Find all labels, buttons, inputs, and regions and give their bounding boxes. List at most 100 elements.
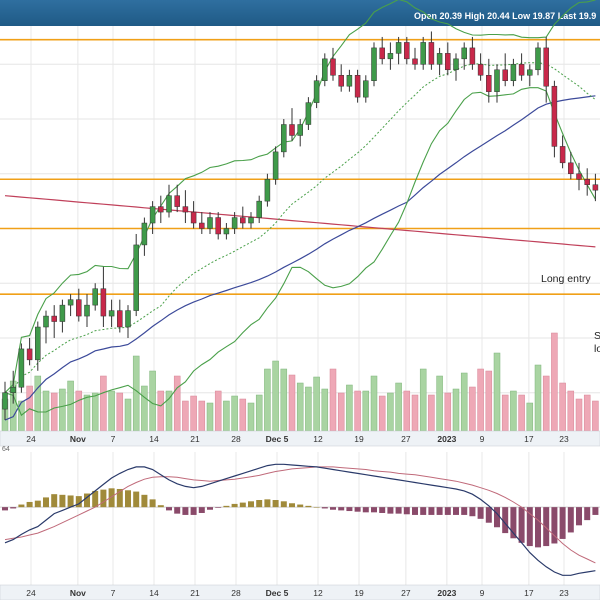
volume-bar xyxy=(157,390,165,432)
volume-bar xyxy=(378,395,386,432)
volume-bar xyxy=(592,400,599,432)
x-tick-label: 14 xyxy=(149,588,159,598)
candle-body xyxy=(461,47,467,60)
volume-bar xyxy=(436,375,443,432)
ma200-line xyxy=(4,195,596,248)
macd-histogram-bar xyxy=(289,503,295,508)
candle-body xyxy=(297,124,303,136)
macd-histogram-bar xyxy=(403,507,410,515)
volume-bar xyxy=(444,392,452,432)
volume-bar xyxy=(583,394,591,432)
macd-histogram-bar xyxy=(543,507,550,547)
x-tick-label: 27 xyxy=(401,588,411,598)
volume-bar xyxy=(387,392,394,432)
macd-histogram-bar xyxy=(2,507,8,511)
macd-histogram-bar xyxy=(371,507,377,513)
volume-bar xyxy=(321,388,329,432)
candle-body xyxy=(535,47,541,71)
candle-body xyxy=(289,124,295,136)
volume-bar xyxy=(173,375,181,432)
volume-bar xyxy=(411,394,419,432)
candle-body xyxy=(141,222,148,246)
long-entry-annotation: Long entry xyxy=(541,273,591,285)
volume-bar xyxy=(206,402,214,432)
volume-bar xyxy=(75,390,83,432)
candle-body xyxy=(313,80,320,103)
x-tick-label: 24 xyxy=(26,588,36,598)
macd-histogram-bar xyxy=(248,501,254,508)
volume-bar xyxy=(264,368,271,432)
candle-body xyxy=(158,206,164,213)
x-tick-label: 7 xyxy=(111,434,116,444)
macd-histogram-bar xyxy=(584,507,591,521)
volume-bar xyxy=(305,386,312,432)
open-value: 20.39 xyxy=(439,11,463,21)
volume-bar xyxy=(567,390,575,432)
macd-histogram-bar xyxy=(461,507,468,515)
x-tick-label: 19 xyxy=(354,434,364,444)
macd-histogram-bar xyxy=(84,493,90,508)
volume-bar xyxy=(362,390,370,432)
candle-body xyxy=(18,348,25,388)
candle-body xyxy=(338,75,344,87)
candle-body xyxy=(576,173,582,180)
ohlc-readout: Open 20.39 High 20.44 Low 19.87 Last 19.… xyxy=(414,11,596,21)
macd-histogram-bar xyxy=(305,505,312,508)
high-label: High xyxy=(464,11,485,21)
volume-bar xyxy=(100,375,107,432)
macd-histogram-bar xyxy=(469,507,476,517)
last-label: Last xyxy=(557,11,577,21)
volume-bar xyxy=(559,382,566,432)
macd-histogram-bar xyxy=(559,507,566,539)
x-tick-label: 12 xyxy=(313,588,323,598)
macd-histogram-bar xyxy=(223,505,230,508)
candle-body xyxy=(125,310,131,328)
macd-histogram-bar xyxy=(182,507,189,515)
volume-bar xyxy=(190,395,197,432)
candle-body xyxy=(272,151,279,180)
macd-histogram-bar xyxy=(535,507,541,548)
volume-bar xyxy=(485,370,493,432)
volume-bar xyxy=(428,394,435,432)
macd-histogram-bar xyxy=(34,500,41,508)
candle-body xyxy=(43,315,49,328)
volume-bar xyxy=(575,398,583,432)
candle-body xyxy=(59,304,66,322)
volume-bar xyxy=(329,368,337,432)
x-tick-label: 23 xyxy=(559,434,569,444)
candle-body xyxy=(436,53,443,65)
candle-body xyxy=(256,200,262,218)
macd-histogram-bar xyxy=(297,504,304,508)
macd-histogram-bar xyxy=(108,488,115,508)
volume-bar xyxy=(182,400,189,432)
candle-body xyxy=(568,162,574,175)
x-tick-label: 9 xyxy=(480,434,485,444)
volume-bar xyxy=(542,375,550,432)
last-value: 19.9 xyxy=(578,11,597,21)
candle-body xyxy=(420,42,426,65)
volume-bar xyxy=(165,390,173,432)
volume-bar xyxy=(272,360,279,432)
volume-bar xyxy=(67,380,74,432)
macd-histogram-bar xyxy=(387,507,394,514)
macd-histogram-bar xyxy=(436,507,443,515)
macd-histogram-bar xyxy=(215,507,222,508)
volume-bar xyxy=(214,390,222,432)
x-tick-label: 17 xyxy=(524,434,534,444)
macd-histogram-bar xyxy=(256,500,263,508)
candle-body xyxy=(363,80,369,98)
candle-body xyxy=(551,85,558,147)
candle-body xyxy=(35,326,41,361)
volume-bar xyxy=(337,392,345,432)
macd-histogram-bar xyxy=(444,507,451,515)
annotation-cut-1: S xyxy=(594,330,600,342)
macd-histogram-bar xyxy=(477,507,484,519)
candle-body xyxy=(67,299,74,306)
candle-body xyxy=(207,217,213,229)
macd-histogram-bar xyxy=(149,499,156,508)
macd-histogram-bar xyxy=(239,502,246,508)
macd-histogram-bar xyxy=(67,495,74,508)
candle-body xyxy=(445,53,451,71)
candle-body xyxy=(346,75,353,87)
x-tick-label: 14 xyxy=(149,434,159,444)
